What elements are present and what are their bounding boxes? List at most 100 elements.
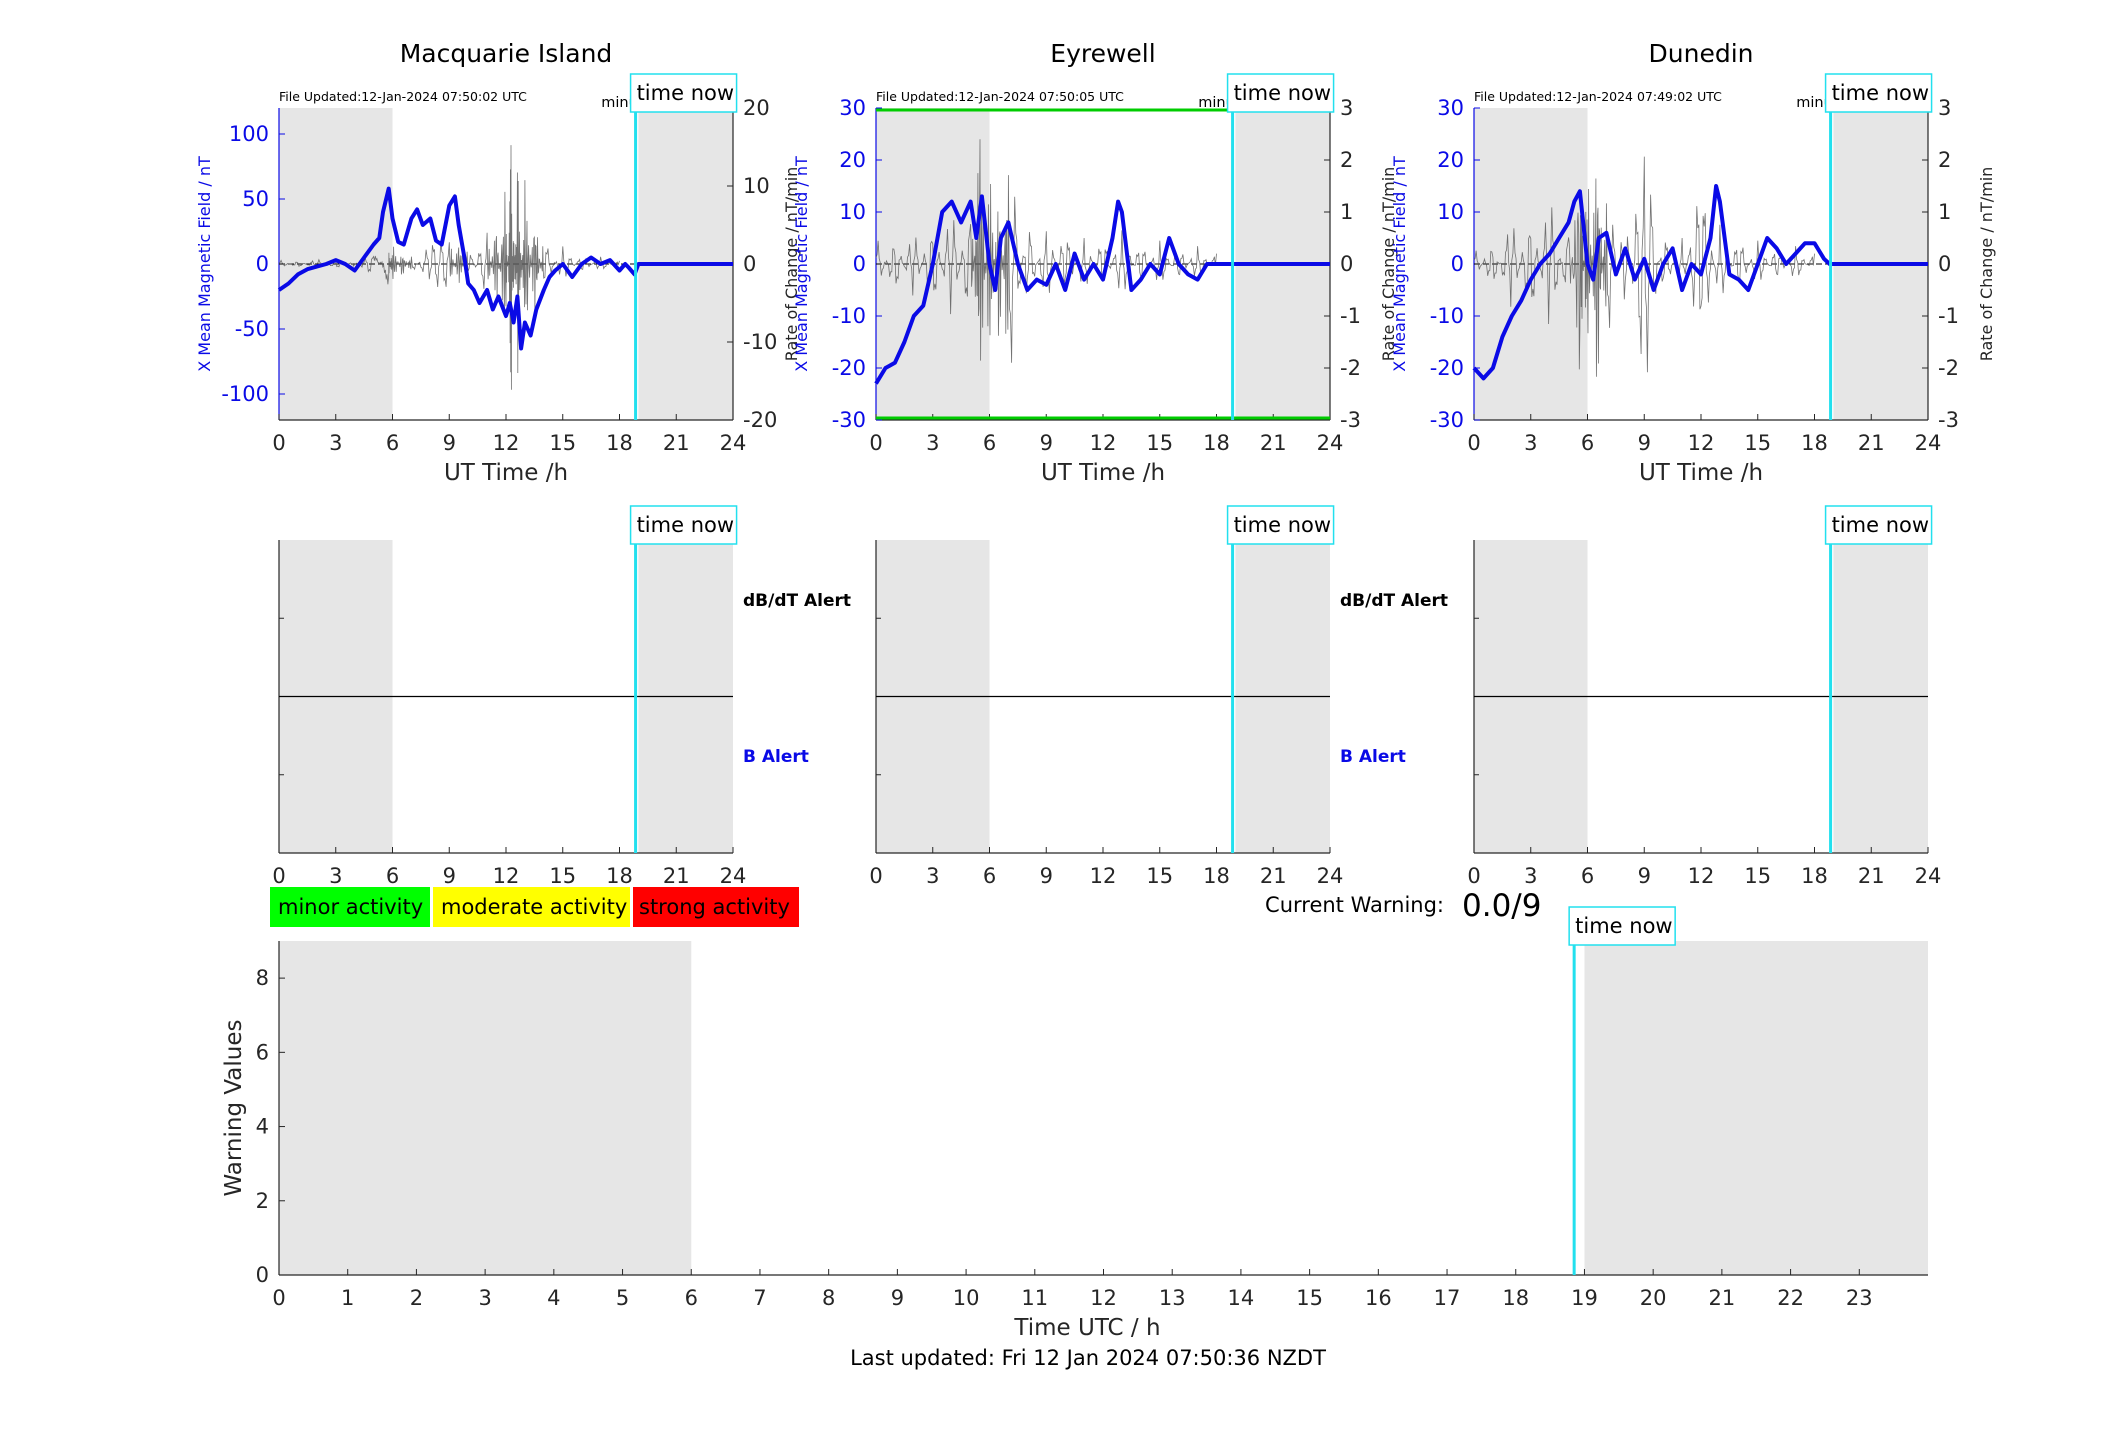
- x-tick-label: 18: [1203, 431, 1230, 455]
- y-tick-right-label: -1: [1938, 304, 1959, 328]
- y-tick-left-label: -50: [235, 317, 269, 341]
- b-alert-label: B Alert: [1340, 747, 1406, 767]
- file-updated: File Updated:12-Jan-2024 07:49:02 UTC: [1474, 89, 1722, 104]
- x-tick-label: 0: [1467, 864, 1480, 888]
- legend-strong-label: strong activity: [639, 895, 790, 919]
- y-axis-label-left: X Mean Magnetic Field / nT: [1390, 156, 1409, 372]
- legend-moderate-swatch: [433, 887, 630, 927]
- y-tick-left-label: 0: [256, 1263, 269, 1287]
- y-tick-left-label: 30: [1437, 96, 1464, 120]
- x-tick-label: 2: [410, 1286, 423, 1310]
- x-tick-label: 12: [1090, 1286, 1117, 1310]
- x-tick-label: 24: [1915, 864, 1942, 888]
- y-tick-right-label: 20: [743, 96, 770, 120]
- x-tick-label: 0: [272, 1286, 285, 1310]
- file-updated: File Updated:12-Jan-2024 07:50:05 UTC: [876, 89, 1124, 104]
- x-tick-label: 21: [1709, 1286, 1736, 1310]
- x-tick-label: 15: [1146, 431, 1173, 455]
- x-tick-label: 12: [493, 431, 520, 455]
- x-tick-label: 24: [1915, 431, 1942, 455]
- x-tick-label: 8: [822, 1286, 835, 1310]
- y-tick-right-label: 0: [743, 252, 756, 276]
- y-tick-left-label: 30: [839, 96, 866, 120]
- x-tick-label: 9: [891, 1286, 904, 1310]
- y-axis-label-left: X Mean Magnetic Field / nT: [792, 156, 811, 372]
- last-updated: Last updated: Fri 12 Jan 2024 07:50:36 N…: [850, 1346, 1326, 1370]
- x-tick-label: 9: [1040, 864, 1053, 888]
- y-axis-label-right: Rate of Change / nT/min: [782, 167, 801, 362]
- y-tick-right-label: -20: [743, 408, 777, 432]
- x-tick-label: 7: [753, 1286, 766, 1310]
- y-tick-right-label: -10: [743, 330, 777, 354]
- x-tick-label: 0: [869, 864, 882, 888]
- x-tick-label: 15: [549, 431, 576, 455]
- time-now-box: [1824, 73, 1933, 113]
- time-now-box: [629, 505, 738, 545]
- y-tick-right-label: -2: [1340, 356, 1361, 380]
- y-tick-left-label: 0: [853, 252, 866, 276]
- x-tick-label: 18: [1801, 431, 1828, 455]
- time-now-label: time now: [637, 513, 734, 537]
- current-warning-value: 0.0/9: [1462, 888, 1541, 924]
- y-tick-left-label: 6: [256, 1040, 269, 1064]
- x-tick-label: 12: [1090, 864, 1117, 888]
- chart-panel-0: 0 3 6 9 12 15 18 21 24 Macquarie Island File Updat…: [195, 39, 801, 486]
- x-axis-label: UT Time /h: [1639, 460, 1763, 486]
- y-tick-left-label: 10: [839, 200, 866, 224]
- x-tick-label: 20: [1640, 1286, 1667, 1310]
- chart-title: Dunedin: [1649, 39, 1754, 68]
- x-tick-label: 9: [443, 431, 456, 455]
- x-tick-label: 18: [606, 431, 633, 455]
- y-tick-left-label: 100: [229, 122, 269, 146]
- y-tick-left-label: -30: [1430, 408, 1464, 432]
- x-tick-label: 3: [329, 431, 342, 455]
- x-tick-label: 3: [926, 864, 939, 888]
- x-tick-label: 12: [493, 864, 520, 888]
- y-tick-left-label: 8: [256, 966, 269, 990]
- x-tick-label: 21: [1260, 431, 1287, 455]
- x-tick-label: 3: [1524, 864, 1537, 888]
- x-tick-label: 17: [1434, 1286, 1461, 1310]
- y-tick-right-label: -3: [1340, 408, 1361, 432]
- x-tick-label: 15: [1744, 431, 1771, 455]
- x-tick-label: 0: [1467, 431, 1480, 455]
- x-tick-label: 14: [1228, 1286, 1255, 1310]
- legend-moderate-label: moderate activity: [441, 895, 627, 919]
- time-now-box: [1824, 505, 1933, 545]
- x-tick-label: 11: [1021, 1286, 1048, 1310]
- y-tick-left-label: 50: [242, 187, 269, 211]
- x-tick-label: 1: [341, 1286, 354, 1310]
- x-axis-label: UT Time /h: [444, 460, 568, 486]
- x-mean-field-line: [1472, 184, 1928, 381]
- x-tick-label: 12: [1688, 431, 1715, 455]
- x-tick-label: 4: [547, 1286, 560, 1310]
- current-warning: Current Warning: 0.0/9: [1265, 888, 1541, 924]
- y-axis-label-right: Rate of Change / nT/min: [1977, 167, 1996, 362]
- y-tick-right-label: -1: [1340, 304, 1361, 328]
- y-tick-left-label: 10: [1437, 200, 1464, 224]
- y-tick-right-label: 3: [1340, 96, 1353, 120]
- x-tick-label: 16: [1365, 1286, 1392, 1310]
- x-tick-label: 24: [720, 431, 747, 455]
- y-tick-left-label: 0: [1451, 252, 1464, 276]
- y-tick-right-label: -2: [1938, 356, 1959, 380]
- x-tick-label: 3: [926, 431, 939, 455]
- x-tick-label: 10: [953, 1286, 980, 1310]
- chart-title: Eyrewell: [1050, 39, 1155, 68]
- x-tick-label: 0: [869, 431, 882, 455]
- y-tick-left-label: 20: [839, 148, 866, 172]
- x-tick-label: 6: [983, 431, 996, 455]
- y-tick-left-label: -30: [832, 408, 866, 432]
- chart-panel-5: 0 3 6 9 12 15 18 21 24 time now: [1467, 505, 1942, 888]
- y-tick-right-label: 2: [1938, 148, 1951, 172]
- dbdt-alert-label: dB/dT Alert: [1340, 591, 1448, 611]
- x-tick-label: 6: [386, 431, 399, 455]
- time-now-label: time now: [1575, 914, 1672, 938]
- time-now-label: time now: [1234, 513, 1331, 537]
- y-tick-left-label: 20: [1437, 148, 1464, 172]
- x-tick-label: 18: [1203, 864, 1230, 888]
- x-tick-label: 21: [1858, 864, 1885, 888]
- x-tick-label: 6: [1581, 431, 1594, 455]
- x-tick-label: 6: [983, 864, 996, 888]
